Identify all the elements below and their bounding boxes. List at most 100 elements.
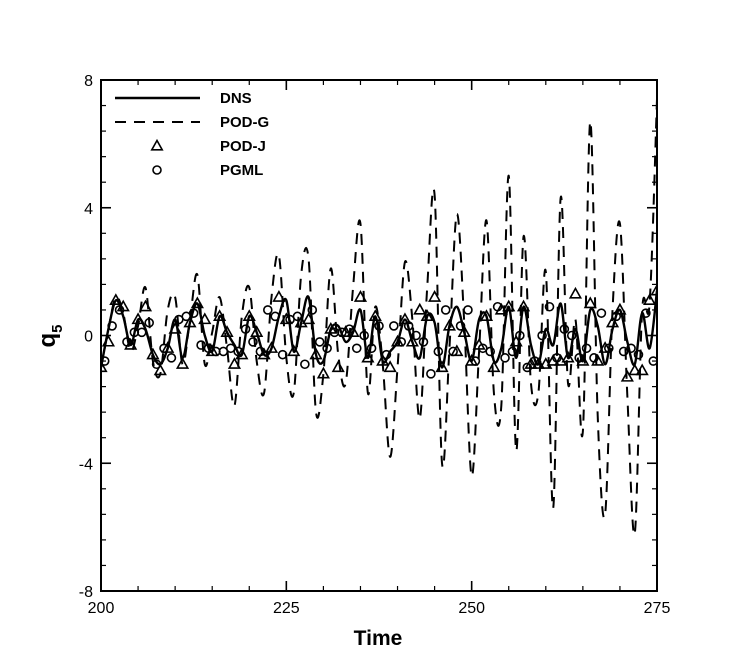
pod-j-point: [346, 325, 360, 337]
pgml-point: [389, 321, 399, 331]
pod-j-point: [242, 309, 256, 321]
pod-j-point: [257, 347, 271, 360]
pgml-point: [455, 321, 466, 331]
pgml-point: [381, 349, 392, 360]
pgml-point: [529, 356, 540, 366]
pgml-point: [255, 346, 266, 357]
pod-j-point: [183, 315, 197, 328]
pod-j-point: [264, 341, 279, 353]
pgml-point: [426, 369, 436, 379]
legend-label: DNS: [220, 90, 252, 107]
pod-j-point: [502, 299, 516, 312]
pod-j-point: [138, 299, 153, 312]
pgml-point: [411, 330, 421, 341]
x-tick-label: 275: [644, 600, 671, 617]
pod-j-point: [198, 312, 212, 325]
pod-j-point: [301, 312, 316, 325]
pod-j-point: [161, 341, 175, 353]
ticks-layer: 200 225 250 275 -8 -4 0 4 8: [79, 73, 671, 617]
pod-j-point: [146, 347, 160, 360]
legend-item-pod-g: POD-G: [115, 114, 269, 131]
pod-j-point: [368, 309, 382, 321]
pgml-point: [470, 356, 481, 366]
pgml-point: [574, 353, 584, 363]
pod-j-point: [635, 363, 649, 376]
pgml-point: [633, 349, 644, 360]
pod-j-point: [309, 347, 323, 360]
pgml-point: [107, 321, 117, 331]
pgml-point: [292, 311, 303, 322]
pod-j-point: [153, 363, 167, 376]
pgml-point: [166, 353, 177, 363]
pod-j-point: [465, 353, 479, 366]
pod-j-point: [220, 325, 234, 337]
pgml-point: [270, 311, 281, 322]
legend-label: PGML: [220, 162, 263, 179]
pgml-point: [359, 330, 369, 341]
pod-j-point: [175, 357, 190, 369]
pod-j-point: [190, 296, 204, 309]
pod-j-point: [339, 325, 353, 337]
pgml-point: [463, 305, 473, 315]
pod-j-point: [316, 366, 330, 379]
legend-item-pgml: PGML: [152, 162, 263, 179]
pod-j-point: [331, 360, 345, 373]
x-tick-label: 225: [273, 600, 300, 617]
pgml-point: [611, 311, 622, 322]
series-line-pod-g: [101, 99, 657, 536]
pgml-point: [559, 324, 570, 334]
pgml-point: [403, 321, 414, 331]
pgml-point: [188, 308, 199, 318]
pod-j-point: [227, 357, 242, 369]
series-pod-j: [101, 283, 657, 382]
pod-j-point: [561, 350, 575, 363]
y-tick-label: 8: [84, 73, 93, 90]
pgml-point: [233, 346, 243, 357]
pod-j-point: [101, 360, 108, 373]
pod-j-point: [124, 337, 138, 350]
pod-j-point: [287, 344, 301, 357]
pgml-point: [366, 343, 377, 354]
pod-j-point: [250, 325, 264, 337]
pgml-point: [485, 346, 496, 357]
pod-j-point: [650, 283, 657, 296]
series-layer: [101, 99, 657, 536]
pgml-point: [626, 343, 636, 354]
pod-j-point: [272, 290, 286, 302]
pgml-point: [507, 346, 518, 357]
y-tick-label: 0: [84, 329, 93, 346]
pod-j-point: [428, 290, 442, 302]
series-pod-g: [101, 99, 657, 536]
pod-j-point: [568, 286, 583, 299]
pgml-point: [159, 343, 169, 354]
pod-j-point: [479, 309, 494, 321]
pgml-point: [433, 346, 444, 357]
pgml-point: [122, 337, 132, 347]
pod-j-point: [383, 360, 397, 373]
y-tick-label: -4: [79, 456, 93, 473]
pgml-point: [566, 330, 577, 341]
pod-j-point: [509, 334, 523, 347]
pod-j-point: [642, 293, 657, 306]
legend-item-dns: DNS: [115, 90, 252, 107]
pod-j-point: [235, 347, 249, 360]
pgml-point: [544, 301, 555, 312]
pgml-point: [537, 330, 547, 341]
pgml-point: [581, 343, 592, 354]
pod-j-point: [620, 369, 634, 382]
x-tick-label: 200: [88, 600, 115, 617]
pod-j-point: [583, 296, 597, 309]
pod-j-point: [546, 353, 560, 366]
pgml-point: [440, 305, 451, 315]
pgml-point: [351, 343, 362, 354]
pgml-point: [418, 337, 429, 347]
pod-j-point: [605, 315, 620, 328]
pod-j-point: [205, 344, 219, 357]
pgml-point: [522, 362, 533, 373]
pgml-point: [500, 353, 510, 363]
pgml-point: [344, 324, 355, 334]
pgml-point: [374, 321, 384, 331]
pgml-point: [151, 359, 162, 370]
pgml-point: [589, 353, 599, 363]
pod-j-point: [435, 360, 449, 373]
